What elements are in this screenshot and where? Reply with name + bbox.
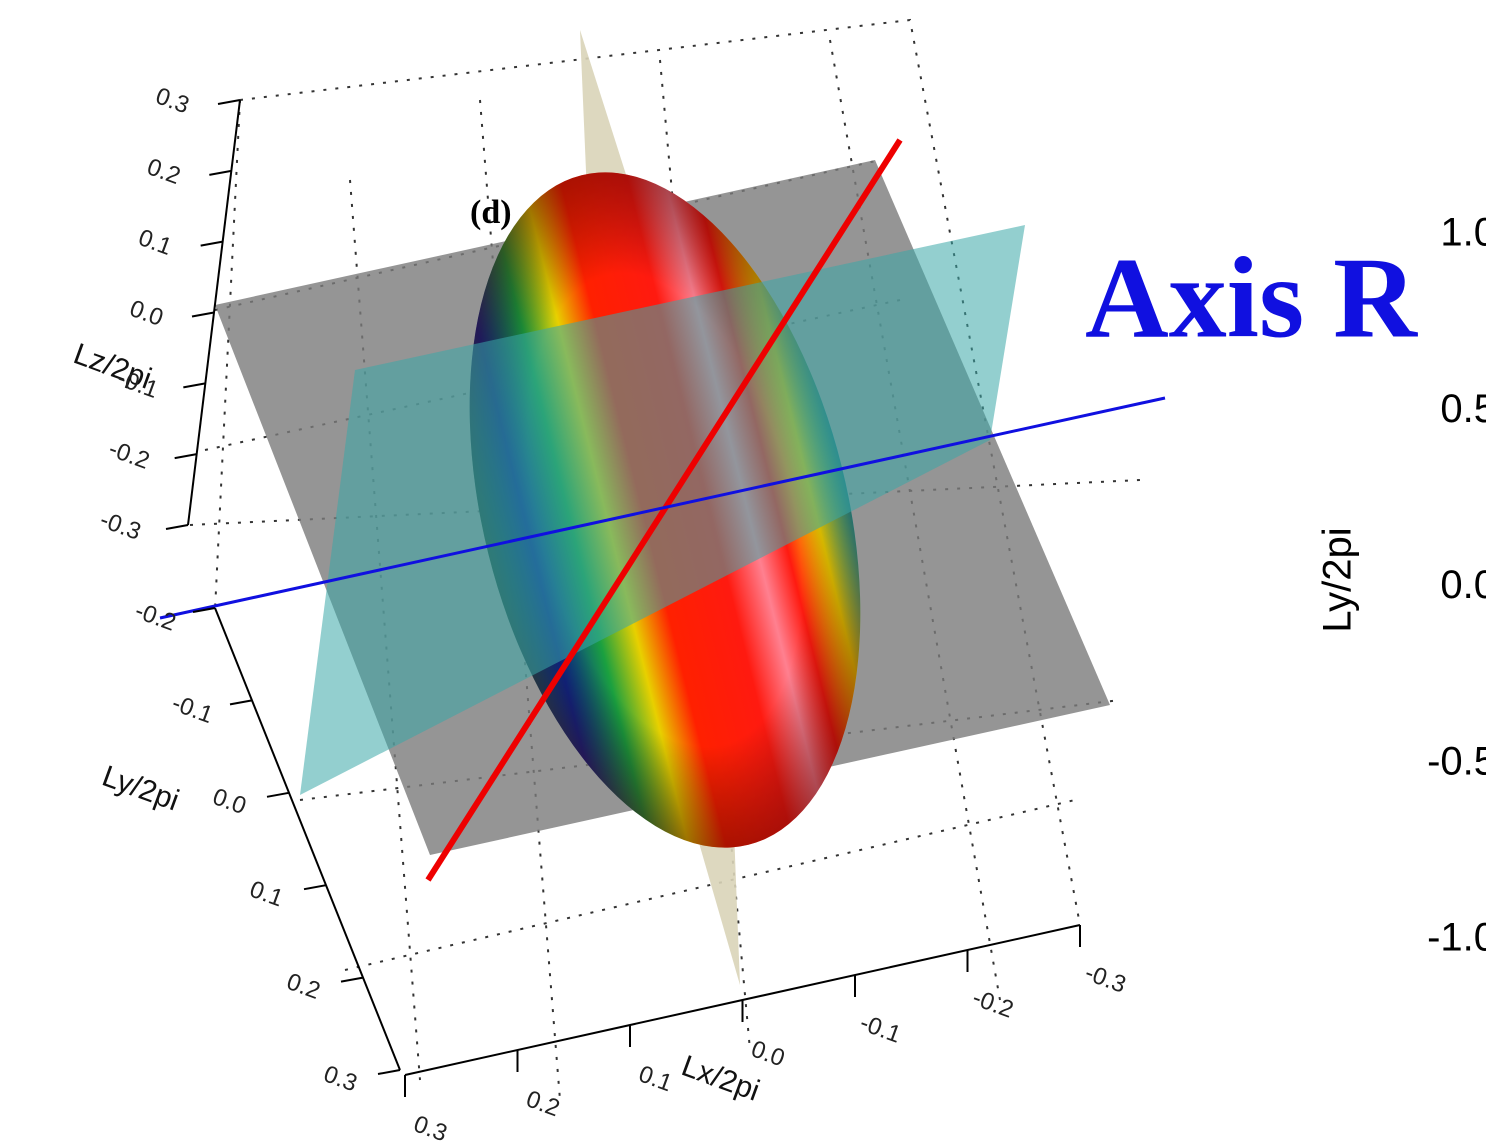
x-tick-label: -0.2 bbox=[969, 984, 1017, 1024]
z-tick-label: 0.3 bbox=[152, 83, 193, 120]
y-tick-label: 0.5 bbox=[1440, 387, 1486, 431]
z-tick bbox=[165, 524, 189, 530]
x-tick-label: 0.0 bbox=[748, 1036, 789, 1073]
box-lines bbox=[189, 18, 1141, 1101]
y-tick-label: 0.1 bbox=[246, 876, 287, 913]
overlay-title: Axis R bbox=[1085, 235, 1418, 363]
y-tick bbox=[377, 1069, 401, 1075]
x-tick-label: -0.1 bbox=[856, 1009, 904, 1049]
y-tick bbox=[303, 884, 327, 891]
y-tick bbox=[340, 976, 364, 983]
z-tick-label: -0.1 bbox=[114, 364, 162, 404]
z-tick bbox=[200, 240, 223, 247]
y-tick bbox=[229, 699, 253, 706]
y-tick-label: 1.0 bbox=[1440, 211, 1486, 255]
z-tick bbox=[183, 382, 206, 389]
x-tick-label: 0.2 bbox=[523, 1086, 564, 1123]
x-tick-label: 0.3 bbox=[410, 1111, 451, 1144]
y-tick-label: 0.3 bbox=[320, 1061, 361, 1098]
y-tick-label: -0.1 bbox=[168, 690, 216, 730]
y-tick bbox=[266, 791, 290, 798]
y-tick-label: -0.2 bbox=[131, 597, 179, 637]
z-tick bbox=[191, 311, 215, 318]
z-tick bbox=[217, 99, 241, 105]
x-tick-label: -0.3 bbox=[1081, 959, 1129, 999]
z-tick-label: 0.1 bbox=[135, 224, 176, 261]
z-tick-label: 0.2 bbox=[143, 153, 184, 190]
right-y-axis-label: Ly/2pi bbox=[1316, 527, 1360, 632]
y-axis-label: Ly/2pi bbox=[98, 760, 183, 818]
x-tick-label: 0.1 bbox=[635, 1061, 676, 1098]
y-tick-label: -1.0 bbox=[1427, 916, 1486, 960]
z-tick-label: 0.0 bbox=[126, 295, 167, 332]
panel-label: (d) bbox=[470, 194, 512, 231]
z-tick bbox=[174, 453, 197, 460]
y-tick bbox=[192, 607, 216, 613]
y-tick-label: 0.0 bbox=[1440, 563, 1486, 607]
z-tick-label: -0.3 bbox=[96, 506, 144, 546]
z-tick bbox=[209, 169, 232, 176]
axis-line-red bbox=[425, 138, 903, 882]
y-tick-label: -0.5 bbox=[1427, 739, 1486, 783]
axis-line-blue bbox=[159, 396, 1166, 620]
z-tick-label: -0.2 bbox=[105, 435, 153, 475]
y-tick-label: 0.2 bbox=[283, 968, 324, 1005]
y-tick-label: 0.0 bbox=[209, 783, 250, 820]
